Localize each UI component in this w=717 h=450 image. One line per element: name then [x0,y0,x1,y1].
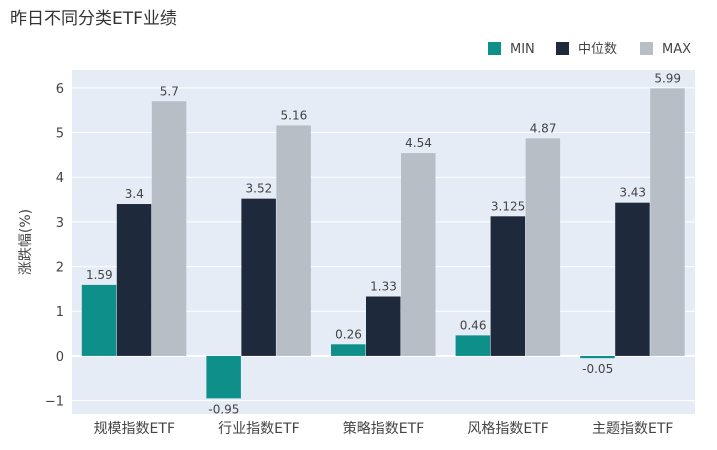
legend-swatch [640,42,653,55]
data-label: 3.43 [619,186,646,200]
x-axis-ticks: 规模指数ETF 行业指数ETF 策略指数ETF 风格指数ETF 主题指数ETF [94,420,674,437]
y-axis-ticks: −1 0 1 2 3 4 5 6 [45,82,64,410]
legend-swatch [556,42,569,55]
bar [455,335,491,356]
bar [650,88,685,356]
bar [580,355,615,359]
data-label: -0.95 [208,402,239,416]
data-label: 0.26 [335,327,362,341]
data-label: 5.7 [160,84,179,98]
data-label: -0.05 [582,362,613,376]
legend-label: MAX [662,42,691,57]
y-tick-label: 2 [56,261,64,276]
legend-item[interactable]: 中位数 [556,42,617,57]
chart-title: 昨日不同分类ETF业绩 [10,9,177,29]
y-tick-label: 5 [56,127,64,142]
y-tick-label: −1 [45,395,64,410]
bar [276,125,311,356]
data-label: 0.46 [460,318,487,332]
bar [366,296,401,356]
data-labels: 1.59 3.4 5.7 -0.95 3.52 5.16 0.26 1.33 4.54 0.46 3… [86,71,681,416]
bar [401,153,436,356]
bar [331,344,366,356]
legend-label: MIN [510,42,535,57]
x-tick-label: 策略指数ETF [343,420,424,437]
y-tick-label: 3 [56,216,64,231]
bar [116,204,152,356]
y-tick-label: 4 [56,171,64,186]
y-tick-label: 6 [56,82,64,97]
bar [206,355,241,399]
data-label: 4.54 [405,136,432,150]
y-tick-label: 1 [56,305,64,320]
x-tick-label: 行业指数ETF [218,421,299,437]
data-label: 1.33 [370,280,397,294]
y-axis-title: 涨跌幅(%) [18,209,34,275]
bar [81,284,117,356]
data-label: 3.125 [491,199,525,213]
legend-item[interactable]: MIN [488,42,535,57]
data-label: 5.16 [281,108,308,122]
x-tick-label: 风格指数ETF [467,421,548,437]
legend-label: 中位数 [578,42,617,57]
bar [241,198,276,356]
bar [151,101,187,356]
bar [525,138,561,356]
data-label: 1.59 [86,268,113,282]
data-label: 4.87 [530,121,557,135]
y-tick-label: 0 [56,350,64,365]
x-tick-label: 规模指数ETF [94,421,175,437]
x-tick-label: 主题指数ETF [592,421,673,437]
data-label: 3.4 [125,187,144,201]
legend[interactable]: MIN 中位数 MAX [488,42,691,57]
bar [490,216,526,356]
legend-item[interactable]: MAX [640,42,691,57]
data-label: 3.52 [246,182,273,196]
legend-swatch [488,42,501,55]
data-label: 5.99 [654,71,681,85]
bar [615,202,650,356]
bars [81,88,685,399]
